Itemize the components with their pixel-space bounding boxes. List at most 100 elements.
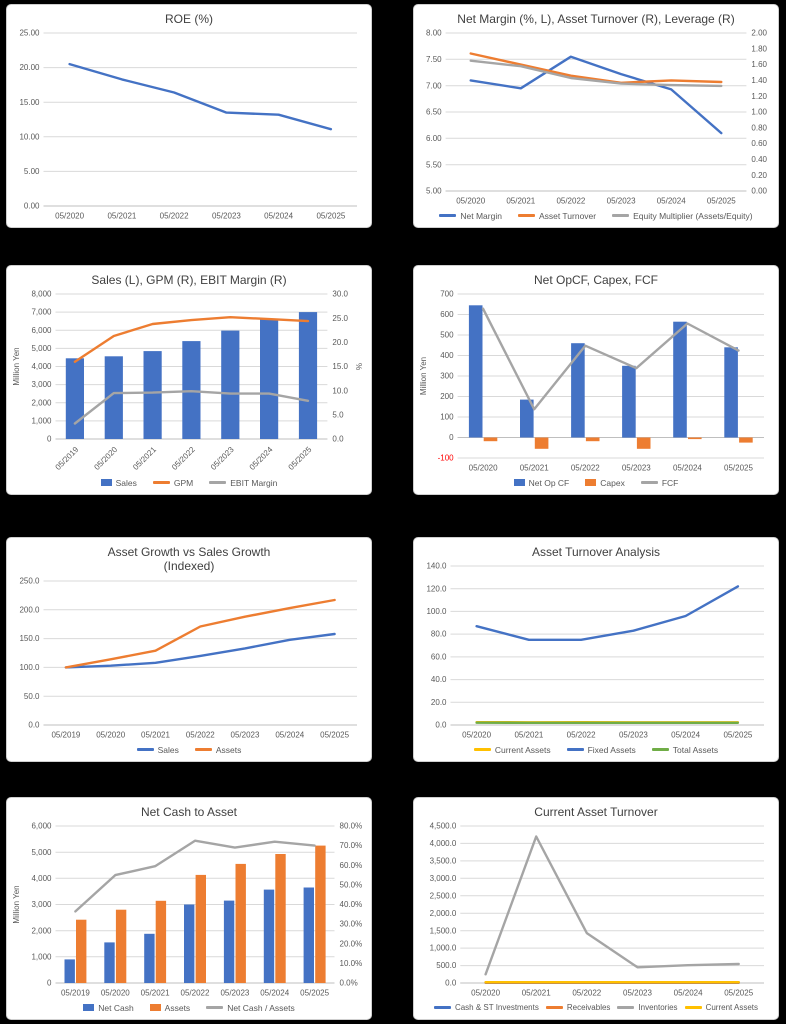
legend-label: Sales xyxy=(157,744,179,755)
svg-text:05/2022: 05/2022 xyxy=(181,989,210,998)
svg-text:05/2025: 05/2025 xyxy=(707,197,736,206)
svg-text:4,000: 4,000 xyxy=(31,874,52,883)
svg-text:05/2024: 05/2024 xyxy=(657,197,686,206)
legend-item-receivables: Receivables xyxy=(545,1003,610,1012)
svg-text:5.50: 5.50 xyxy=(426,161,442,170)
svg-text:5,000: 5,000 xyxy=(31,848,52,857)
svg-text:05/2020: 05/2020 xyxy=(471,989,500,998)
legend-label: Total Assets xyxy=(672,744,719,755)
svg-text:05/2022: 05/2022 xyxy=(571,464,600,473)
svg-text:3,000: 3,000 xyxy=(31,900,52,909)
legend-sales-gpm-ebit: Sales GPM EBIT Margin xyxy=(11,475,367,490)
svg-text:05/2022: 05/2022 xyxy=(160,212,189,221)
legend-item-asset-turnover: Asset Turnover xyxy=(517,211,596,221)
svg-text:4,000.0: 4,000.0 xyxy=(430,839,457,848)
legend-line-swatch-icon xyxy=(433,1006,451,1009)
svg-text:50.0%: 50.0% xyxy=(340,881,363,890)
legend-item-capex: Capex xyxy=(585,478,625,488)
svg-text:3,000.0: 3,000.0 xyxy=(430,874,457,883)
legend-line-swatch-icon xyxy=(566,748,584,751)
svg-text:05/2020: 05/2020 xyxy=(456,197,485,206)
svg-text:100.0: 100.0 xyxy=(426,607,447,616)
svg-text:0: 0 xyxy=(47,435,52,444)
svg-text:20.0: 20.0 xyxy=(332,338,348,347)
svg-text:0.40: 0.40 xyxy=(751,155,767,164)
svg-text:Million Yen: Million Yen xyxy=(419,357,428,395)
panel-asset-turnover-analysis: Asset Turnover Analysis 0.0 20.0 40.0 60.0 8… xyxy=(413,537,779,762)
svg-text:05/2024: 05/2024 xyxy=(248,445,275,472)
svg-text:0.0: 0.0 xyxy=(435,721,447,730)
svg-text:1.80: 1.80 xyxy=(751,45,767,54)
svg-text:05/2022: 05/2022 xyxy=(170,445,197,472)
svg-text:100.0: 100.0 xyxy=(19,663,40,672)
chart-title-roe: ROE (%) xyxy=(165,12,213,26)
legend-item-equity-multiplier-assets-equity-: Equity Multiplier (Assets/Equity) xyxy=(612,211,753,221)
opcf-capex-fcf-chart-canvas: -100 0 100 200 300 400 500 600 700 Million Yen 05/… xyxy=(418,287,774,475)
panel-current-asset-turnover: Current Asset Turnover 0.0 500.0 1,000.0 1,… xyxy=(413,797,779,1020)
legend-label: FCF xyxy=(661,477,679,488)
svg-text:05/2022: 05/2022 xyxy=(186,730,215,739)
svg-text:2,000: 2,000 xyxy=(31,927,52,936)
svg-text:3,500.0: 3,500.0 xyxy=(430,857,457,866)
legend-label: Current Assets xyxy=(705,1003,759,1012)
legend-label: Equity Multiplier (Assets/Equity) xyxy=(633,210,753,221)
legend-item-fcf: FCF xyxy=(640,477,679,488)
svg-text:05/2023: 05/2023 xyxy=(220,989,249,998)
legend-line-swatch-icon xyxy=(136,748,154,751)
svg-text:50.0: 50.0 xyxy=(24,692,40,701)
legend-label: GPM xyxy=(173,477,194,488)
legend-item-cash-st-investments: Cash & ST Investments xyxy=(433,1003,539,1012)
panel-opcf-capex-fcf: Net OpCF, Capex, FCF -100 0 100 200 300 400 50… xyxy=(413,265,779,495)
legend-line-swatch-icon xyxy=(473,748,491,751)
svg-text:5.00: 5.00 xyxy=(426,187,442,196)
svg-text:0.60: 0.60 xyxy=(751,140,767,149)
svg-text:7.50: 7.50 xyxy=(426,55,442,64)
legend-line-swatch-icon xyxy=(152,481,170,484)
svg-text:05/2019: 05/2019 xyxy=(51,730,80,739)
svg-text:05/2024: 05/2024 xyxy=(671,731,700,740)
svg-text:05/2022: 05/2022 xyxy=(567,731,596,740)
svg-text:0: 0 xyxy=(47,979,52,988)
svg-text:05/2023: 05/2023 xyxy=(607,197,636,206)
svg-text:05/2025: 05/2025 xyxy=(723,731,752,740)
legend-line-swatch-icon xyxy=(209,481,227,484)
svg-text:05/2025: 05/2025 xyxy=(300,989,329,998)
svg-text:10.00: 10.00 xyxy=(19,133,40,142)
legend-label: Net Cash xyxy=(98,1002,134,1013)
legend-item-current-assets: Current Assets xyxy=(684,1003,759,1012)
panel-net-cash-to-asset: Net Cash to Asset 0 1,000 2,000 3,000 4,000 5… xyxy=(6,797,372,1020)
svg-text:05/2019: 05/2019 xyxy=(53,445,80,472)
legend-net-margin: Net Margin Asset Turnover Equity Multiplie… xyxy=(418,208,774,223)
legend-item-net-cash-assets: Net Cash / Assets xyxy=(206,1003,295,1013)
legend-bar-swatch-icon xyxy=(513,479,525,486)
svg-text:05/2021: 05/2021 xyxy=(522,989,551,998)
legend-line-swatch-icon xyxy=(640,481,658,484)
legend-line-swatch-icon xyxy=(439,214,457,217)
chart-subtitle-growth: (Indexed) xyxy=(163,559,215,574)
chart-title-opcf-capex-fcf: Net OpCF, Capex, FCF xyxy=(533,273,659,287)
svg-text:15.0: 15.0 xyxy=(332,362,348,371)
legend-current-asset-turnover: Cash & ST Investments Receivables Inventor… xyxy=(418,1000,774,1015)
svg-text:6,000: 6,000 xyxy=(31,822,52,831)
legend-bar-swatch-icon xyxy=(149,1004,161,1011)
svg-text:0.00: 0.00 xyxy=(751,187,767,196)
svg-text:500: 500 xyxy=(440,331,454,340)
legend-line-swatch-icon xyxy=(194,748,212,751)
svg-text:05/2019: 05/2019 xyxy=(61,989,90,998)
svg-text:1.40: 1.40 xyxy=(751,76,767,85)
svg-text:05/2025: 05/2025 xyxy=(287,445,314,472)
svg-text:05/2023: 05/2023 xyxy=(231,730,260,739)
svg-text:0.20: 0.20 xyxy=(751,171,767,180)
svg-text:1,500.0: 1,500.0 xyxy=(430,927,457,936)
legend-item-current-assets: Current Assets xyxy=(473,745,551,755)
svg-text:10.0%: 10.0% xyxy=(340,959,363,968)
legend-item-net-cash: Net Cash xyxy=(83,1002,134,1013)
svg-text:05/2020: 05/2020 xyxy=(462,731,491,740)
svg-text:5,000: 5,000 xyxy=(31,344,52,353)
legend-growth: Sales Assets xyxy=(11,742,367,757)
svg-text:05/2020: 05/2020 xyxy=(92,445,119,472)
legend-item-sales: Sales xyxy=(100,478,137,488)
svg-text:5.0: 5.0 xyxy=(332,411,344,420)
svg-text:5.00: 5.00 xyxy=(24,167,40,176)
